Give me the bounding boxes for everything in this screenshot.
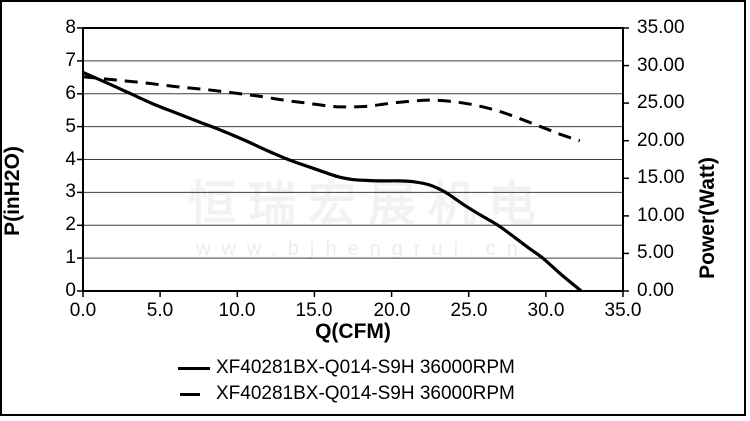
- y-tick-right-20.00: 20.00: [637, 130, 685, 151]
- y-tick-left-0: 0: [65, 280, 76, 301]
- solid-line-sample: [178, 366, 216, 370]
- y-tick-left-1: 1: [65, 247, 76, 268]
- legend-label: XF40281BX-Q014-S9H 36000RPM: [216, 357, 515, 378]
- y-tick-left-3: 3: [65, 181, 76, 202]
- x-tick-0.0: 0.0: [69, 300, 97, 321]
- x-axis-title-flow: Q(CFM): [315, 320, 391, 343]
- x-tick-25.0: 25.0: [450, 300, 488, 321]
- y-tick-left-6: 6: [65, 83, 76, 104]
- y-axis-title-power: Power(Watt): [696, 157, 719, 279]
- y-tick-right-30.00: 30.00: [637, 55, 685, 76]
- dashed-line-sample: [178, 392, 216, 396]
- y-tick-left-2: 2: [65, 214, 76, 235]
- y-tick-left-7: 7: [65, 50, 76, 71]
- x-tick-35.0: 35.0: [604, 300, 642, 321]
- y-tick-right-5.00: 5.00: [637, 242, 674, 263]
- y-tick-left-4: 4: [65, 149, 76, 170]
- y-tick-right-25.00: 25.00: [637, 92, 685, 113]
- x-tick-30.0: 30.0: [527, 300, 565, 321]
- y-tick-right-15.00: 15.00: [637, 167, 685, 188]
- x-tick-15.0: 15.0: [295, 300, 333, 321]
- solid-curve: [82, 70, 583, 293]
- legend-item-power-curve: XF40281BX-Q014-S9H 36000RPM: [178, 381, 515, 407]
- y-tick-right-10.00: 10.00: [637, 205, 685, 226]
- legend-label: XF40281BX-Q014-S9H 36000RPM: [216, 383, 515, 404]
- x-tick-10.0: 10.0: [218, 300, 256, 321]
- x-tick-20.0: 20.0: [373, 300, 411, 321]
- y-tick-right-0.00: 0.00: [637, 280, 674, 301]
- y-tick-left-5: 5: [65, 116, 76, 137]
- dashed-curve: [82, 75, 581, 143]
- x-tick-5.0: 5.0: [146, 300, 174, 321]
- legend-item-pressure-curve: XF40281BX-Q014-S9H 36000RPM: [178, 355, 515, 381]
- y-tick-left-8: 8: [65, 17, 76, 38]
- legend: XF40281BX-Q014-S9H 36000RPM XF40281BX-Q0…: [178, 355, 515, 407]
- y-axis-title-pressure: P(inH2O): [1, 146, 24, 236]
- y-tick-right-35.00: 35.00: [637, 17, 685, 38]
